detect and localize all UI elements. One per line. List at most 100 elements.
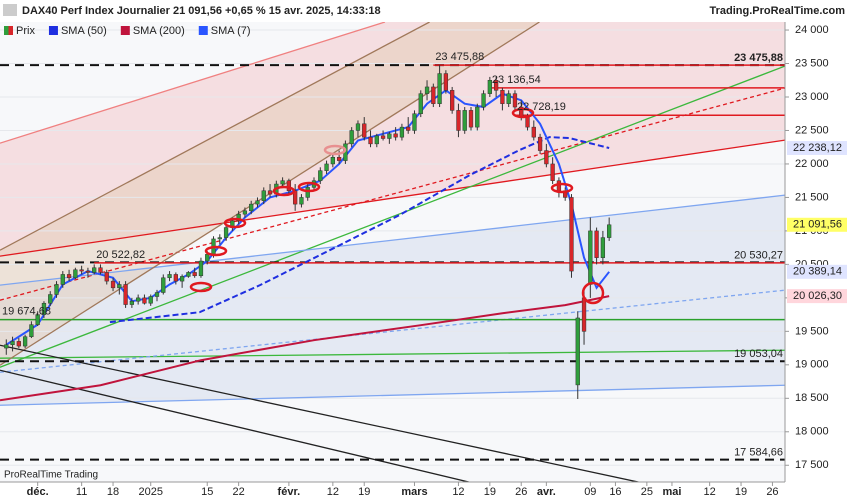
candle-body — [242, 210, 248, 215]
candle-body — [387, 133, 392, 139]
y-tick-label: 18 000 — [795, 426, 829, 438]
candle-body — [462, 110, 467, 131]
candle-body — [594, 230, 599, 258]
y-tick-label: 24 000 — [795, 24, 829, 36]
candle-body — [60, 274, 65, 285]
candle-body — [123, 284, 128, 305]
candle-body — [475, 106, 480, 128]
candle-body — [129, 300, 135, 305]
x-tick-label: 15 — [201, 486, 213, 498]
candle-body — [450, 90, 455, 111]
candle-body — [217, 237, 222, 240]
candle-body — [286, 180, 292, 191]
candle-body — [22, 336, 28, 347]
marker — [581, 281, 605, 305]
x-tick-label: 11 — [76, 486, 87, 498]
y-tick-label: 21 500 — [795, 191, 829, 203]
candle-body — [544, 150, 549, 165]
y-tick-label: 22 000 — [795, 158, 829, 170]
candle-body — [98, 267, 103, 273]
candle-body — [318, 170, 323, 181]
candle-body — [575, 317, 580, 386]
candle-body — [456, 110, 461, 131]
candle-body — [161, 277, 166, 293]
marker — [272, 185, 296, 197]
price-label: 20 026,30 — [793, 290, 842, 302]
candle-body — [412, 113, 417, 131]
x-tick-label: 22 — [233, 486, 245, 498]
sma-line — [0, 295, 610, 402]
legend-label: SMA (50) — [61, 25, 107, 37]
candle-body — [550, 163, 555, 181]
candle-body — [136, 297, 141, 302]
legend-label: SMA (200) — [133, 25, 185, 37]
candle-body — [500, 90, 505, 104]
candle-body — [468, 110, 474, 128]
x-tick-label: 16 — [609, 486, 621, 498]
y-tick-label: 19 500 — [795, 325, 829, 337]
candle-body — [192, 272, 197, 277]
candle-body — [487, 80, 492, 94]
candle-body — [10, 341, 15, 345]
candle-body — [79, 269, 84, 272]
x-tick-label: mars — [401, 486, 427, 498]
candle-body — [41, 302, 47, 315]
price-label-box — [787, 141, 847, 156]
candle-body — [581, 297, 587, 332]
source: Trading.ProRealTime.com — [709, 5, 845, 17]
level-label: 19 053,04 — [734, 348, 783, 360]
level-label: 20 522,82 — [96, 249, 145, 261]
trendline — [0, 194, 785, 286]
candle-body — [481, 93, 486, 108]
candle-body — [223, 227, 229, 238]
candle-body — [299, 197, 304, 205]
candle-body — [418, 93, 423, 114]
x-tick-label: 19 — [358, 486, 370, 498]
level-label: 17 584,66 — [734, 446, 783, 458]
candle-body — [525, 116, 530, 128]
candle-body — [330, 157, 335, 165]
x-tick-label: 26 — [766, 486, 778, 498]
candle-body — [607, 224, 612, 238]
y-tick-label: 17 500 — [795, 459, 829, 471]
price-label: 22 238,12 — [793, 142, 842, 154]
x-tick-label: 2025 — [138, 486, 162, 498]
candle-body — [92, 267, 97, 273]
marker — [323, 144, 347, 156]
candle-body — [173, 274, 178, 282]
legend-swatch — [48, 26, 58, 35]
x-tick-label: 12 — [704, 486, 716, 498]
price-label-box — [787, 217, 847, 232]
candle-body — [393, 133, 398, 138]
candle-body — [305, 187, 310, 198]
candle-body — [85, 270, 91, 273]
level-label: 22 728,19 — [517, 101, 566, 113]
candle-body — [148, 296, 153, 304]
x-tick-label: 25 — [641, 486, 653, 498]
level-label: 20 530,27 — [734, 249, 783, 261]
x-tick-label: 12 — [327, 486, 339, 498]
candle-body — [255, 200, 260, 205]
price-label: 21 091,56 — [793, 219, 842, 231]
candle-body — [117, 284, 122, 289]
candle-body — [362, 123, 367, 138]
candle-body — [236, 213, 241, 222]
legend-swatch — [8, 26, 13, 35]
candle-body — [48, 294, 53, 304]
candle-body — [16, 341, 21, 347]
title-bar — [0, 0, 850, 21]
candle-body — [349, 130, 354, 145]
y-tick-label: 19 000 — [795, 359, 829, 371]
candle-body — [154, 292, 160, 297]
candle-body — [531, 126, 536, 138]
candle-body — [380, 135, 386, 139]
y-tick-label: 23 000 — [795, 91, 829, 103]
trendline — [0, 289, 785, 373]
price-label: 20 389,14 — [793, 266, 842, 278]
x-tick-label: avr. — [537, 486, 556, 498]
candle-body — [35, 314, 40, 325]
candle-body — [324, 163, 329, 171]
marker — [550, 182, 574, 194]
y-tick-label: 23 500 — [795, 57, 829, 69]
candle-body — [588, 230, 593, 285]
